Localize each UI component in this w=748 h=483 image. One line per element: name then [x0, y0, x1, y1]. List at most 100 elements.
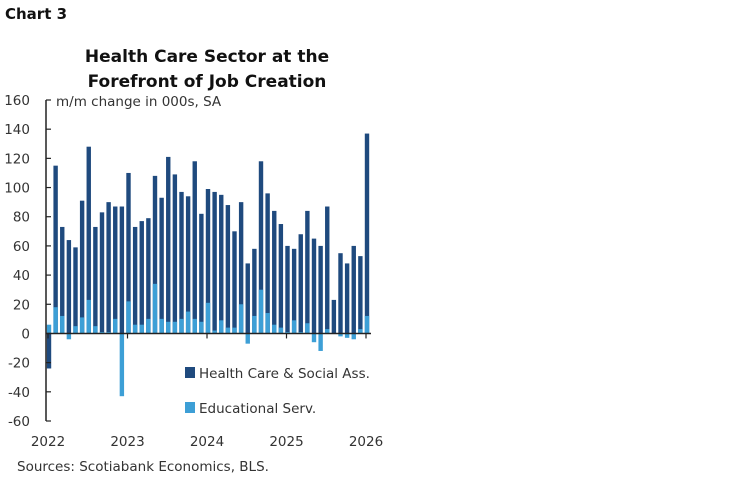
health-care-bar [265, 193, 270, 334]
x-tick-label: 2026 [349, 434, 383, 450]
educational-bar [225, 327, 231, 334]
chart-title-line-1: Health Care Sector at the [85, 47, 329, 67]
health-care-bar [278, 224, 284, 334]
health-care-bar [99, 212, 105, 334]
educational-bar [166, 321, 171, 334]
health-care-bar [205, 189, 211, 334]
health-care-bar [219, 194, 224, 334]
y-tick-label: 140 [4, 122, 30, 138]
educational-bar [185, 311, 191, 334]
health-care-bar [285, 245, 290, 334]
health-care-bar [318, 245, 323, 334]
educational-bar [205, 302, 211, 334]
health-care-bar [132, 226, 138, 334]
y-tick-label: -60 [8, 414, 30, 430]
educational-bar [351, 333, 356, 340]
y-tick-label: 20 [13, 297, 30, 313]
health-care-bar [113, 206, 118, 334]
educational-bar [252, 315, 257, 334]
y-tick-label: 60 [13, 239, 30, 255]
health-care-bar [152, 175, 158, 334]
educational-bar [305, 323, 310, 334]
health-care-bar [86, 146, 91, 334]
educational-bar [338, 333, 343, 337]
health-care-bar [258, 161, 264, 334]
educational-bar [358, 329, 363, 334]
educational-bar [73, 326, 78, 334]
health-care-bar [119, 206, 125, 334]
y-tick-label: 40 [13, 268, 30, 284]
legend-label-educational: Educational Serv. [199, 401, 316, 417]
health-care-bar [358, 256, 363, 334]
health-care-bar [79, 200, 85, 334]
educational-bar [258, 289, 264, 334]
health-care-bar [344, 263, 350, 334]
educational-bar [79, 317, 85, 334]
legend-swatch-educational [185, 402, 195, 413]
educational-bar [364, 315, 370, 334]
educational-bar [291, 320, 297, 334]
health-care-bar [172, 174, 178, 334]
health-care-bar [73, 247, 78, 334]
educational-bar [152, 283, 158, 334]
educational-bar [66, 333, 72, 340]
educational-bar [199, 321, 204, 334]
educational-bar [132, 324, 138, 334]
educational-bar [172, 321, 178, 334]
x-tick-label: 2023 [110, 434, 144, 450]
chart-label: Chart 3 [5, 5, 68, 23]
educational-bar [344, 333, 350, 338]
health-care-bar [185, 196, 191, 334]
health-care-bar [66, 240, 72, 334]
legend-swatch-health-care [185, 367, 195, 378]
educational-bar [278, 327, 284, 334]
educational-bar [318, 333, 323, 351]
educational-bar [325, 329, 330, 334]
chart-title-line-2: Forefront of Job Creation [88, 72, 327, 92]
y-tick-label: 120 [4, 151, 30, 167]
educational-bar [60, 315, 65, 334]
educational-bar [113, 318, 118, 334]
health-care-bar [60, 226, 65, 334]
health-care-bar [252, 248, 257, 334]
y-tick-label: 160 [4, 93, 30, 109]
health-care-bar [166, 156, 171, 334]
health-care-bar [364, 133, 370, 334]
y-tick-label: 80 [13, 210, 30, 226]
educational-bar [119, 333, 125, 397]
educational-bar [192, 318, 197, 334]
health-care-bar [106, 202, 111, 334]
x-tick-label: 2024 [190, 434, 224, 450]
health-care-bar [232, 231, 237, 334]
health-care-bar [305, 210, 310, 334]
health-care-bar [238, 202, 244, 334]
educational-bar [212, 330, 217, 334]
health-care-bar [325, 206, 330, 334]
health-care-bar [212, 191, 217, 334]
health-care-bar [331, 299, 337, 334]
y-axis-label: m/m change in 000s, SA [56, 94, 222, 110]
health-care-bar [298, 234, 303, 334]
health-care-bar [245, 263, 250, 334]
health-care-bar [351, 245, 356, 334]
health-care-bar [126, 172, 131, 334]
health-care-bar [338, 253, 343, 334]
educational-bar [53, 307, 58, 334]
health-care-bar [146, 218, 151, 334]
educational-bar [46, 324, 52, 334]
educational-bar [265, 313, 270, 334]
health-care-bar [93, 226, 98, 334]
health-care-bar [179, 191, 184, 334]
educational-bar [272, 324, 277, 334]
health-care-bar [139, 221, 144, 334]
educational-bar [146, 318, 151, 334]
source-note: Sources: Scotiabank Economics, BLS. [17, 459, 269, 475]
educational-bar [126, 301, 131, 334]
health-care-bar [192, 161, 197, 334]
educational-bar [93, 326, 98, 334]
health-care-bar [311, 238, 317, 334]
health-care-bar [199, 213, 204, 334]
educational-bar [238, 304, 244, 334]
health-care-bar [53, 165, 58, 334]
